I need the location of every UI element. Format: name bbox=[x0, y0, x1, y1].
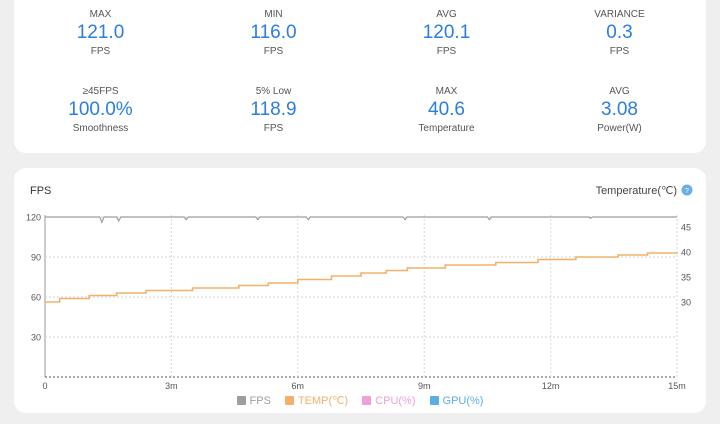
legend-swatch bbox=[429, 396, 439, 405]
legend-item-fps[interactable]: FPS bbox=[236, 394, 271, 407]
stat-unit: Power(W) bbox=[597, 123, 642, 134]
y-tick-label: 120 bbox=[26, 213, 41, 223]
stat-unit: Smoothness bbox=[72, 123, 129, 134]
x-tick-label: 0 bbox=[42, 381, 47, 390]
stat-unit: Temperature bbox=[418, 123, 475, 134]
legend-label: TEMP(℃) bbox=[297, 395, 349, 407]
y-tick-label: 30 bbox=[31, 333, 41, 343]
stat-value: 40.6 bbox=[428, 99, 465, 120]
stat-label: VARIANCE bbox=[594, 9, 645, 20]
legend-item-gpu[interactable]: GPU(%) bbox=[429, 394, 484, 407]
stat-item: AVG 120.1 FPS bbox=[360, 0, 533, 66]
legend-label: GPU(%) bbox=[442, 394, 484, 407]
left-axis-title: FPS bbox=[30, 185, 51, 197]
y2-tick-label: 40 bbox=[681, 248, 691, 258]
stat-label: AVG bbox=[436, 9, 457, 20]
stat-value: 121.0 bbox=[76, 22, 125, 43]
fps-series-line bbox=[45, 216, 677, 224]
stat-label: MIN bbox=[264, 9, 283, 20]
stat-item: MAX 40.6 Temperature bbox=[360, 66, 533, 144]
stat-label: ≥45FPS bbox=[82, 86, 119, 97]
stat-label: 5% Low bbox=[255, 86, 292, 97]
legend-swatch bbox=[284, 396, 294, 405]
y2-tick-label: 30 bbox=[681, 298, 691, 308]
stat-value: 118.9 bbox=[250, 99, 297, 120]
chart-legend: FPS TEMP(℃) CPU(%) GPU(%) bbox=[14, 394, 706, 407]
help-icon[interactable]: ? bbox=[681, 184, 693, 196]
legend-item-temp[interactable]: TEMP(℃) bbox=[284, 394, 349, 407]
legend-swatch bbox=[362, 396, 372, 405]
y2-tick-label: 45 bbox=[681, 223, 691, 233]
y-tick-label: 90 bbox=[31, 253, 41, 263]
stat-item: VARIANCE 0.3 FPS bbox=[533, 0, 706, 66]
stat-label: MAX bbox=[89, 9, 112, 20]
stat-unit: FPS bbox=[263, 123, 284, 134]
stat-value: 3.08 bbox=[601, 99, 638, 120]
y2-tick-label: 35 bbox=[681, 273, 691, 283]
y-tick-label: 60 bbox=[31, 293, 41, 303]
stat-value: 100.0% bbox=[68, 99, 133, 120]
stat-label: MAX bbox=[435, 86, 458, 97]
chart-series bbox=[45, 216, 678, 303]
stat-item: ≥45FPS 100.0% Smoothness bbox=[14, 66, 187, 144]
x-tick-label: 3m bbox=[165, 381, 178, 390]
stat-unit: FPS bbox=[609, 46, 630, 57]
stat-item: AVG 3.08 Power(W) bbox=[533, 66, 706, 144]
svg-text:?: ? bbox=[685, 188, 689, 195]
stats-card: MAX 121.0 FPS MIN 116.0 FPS AVG 120.1 FPS VARIANC… bbox=[14, 0, 706, 153]
legend-label: FPS bbox=[249, 394, 271, 407]
temp-series-line bbox=[45, 252, 678, 303]
chart-ticks: 30 60 90 120 30 35 40 45 0 3m 6m 9m 12m 15m bbox=[26, 213, 691, 391]
stat-unit: FPS bbox=[436, 46, 457, 57]
legend-label: CPU(%) bbox=[375, 394, 416, 407]
stat-item: 5% Low 118.9 FPS bbox=[187, 66, 360, 144]
x-tick-label: 9m bbox=[418, 381, 431, 390]
chart-card: FPS Temperature(℃) ? 30 60 90 120 30 35 40 45 0 3… bbox=[14, 168, 706, 413]
stats-grid: MAX 121.0 FPS MIN 116.0 FPS AVG 120.1 FPS VARIANC… bbox=[14, 0, 706, 144]
stat-item: MIN 116.0 FPS bbox=[187, 0, 360, 66]
stat-unit: FPS bbox=[263, 46, 284, 57]
stat-value: 120.1 bbox=[422, 22, 471, 43]
x-tick-label: 15m bbox=[668, 381, 686, 390]
x-tick-label: 12m bbox=[542, 381, 560, 390]
stat-label: AVG bbox=[609, 86, 630, 97]
x-tick-label: 6m bbox=[292, 381, 305, 390]
stat-unit: FPS bbox=[90, 46, 111, 57]
right-axis-title: Temperature(℃) bbox=[596, 185, 677, 197]
stat-value: 116.0 bbox=[250, 22, 297, 43]
stat-value: 0.3 bbox=[606, 22, 633, 43]
legend-swatch bbox=[236, 396, 246, 405]
legend-item-cpu[interactable]: CPU(%) bbox=[362, 394, 416, 407]
stat-item: MAX 121.0 FPS bbox=[14, 0, 187, 66]
chart-grid bbox=[44, 215, 678, 378]
